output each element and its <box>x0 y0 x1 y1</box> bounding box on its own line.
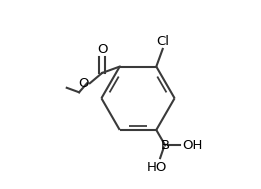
Text: Cl: Cl <box>156 35 169 48</box>
Text: HO: HO <box>147 161 167 174</box>
Text: O: O <box>97 43 107 56</box>
Text: B: B <box>161 139 170 152</box>
Text: O: O <box>78 77 89 90</box>
Text: OH: OH <box>182 139 203 152</box>
